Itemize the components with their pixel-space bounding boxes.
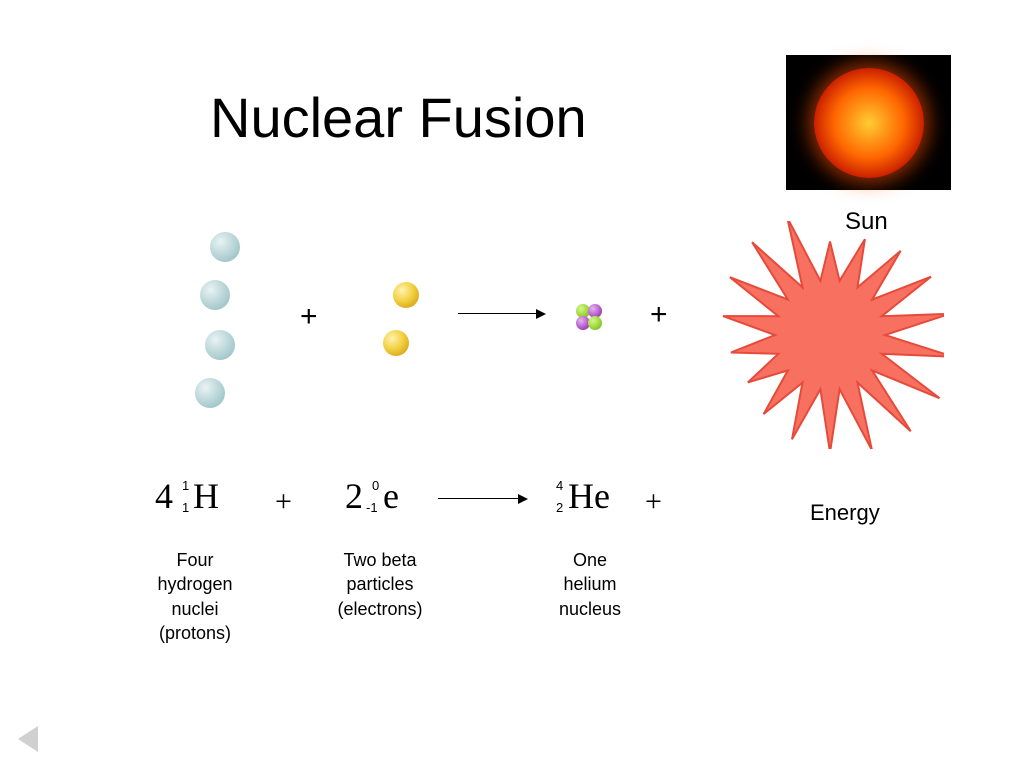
equation-superscript: 1 [182,478,189,493]
equation-subscript: 2 [556,500,563,515]
equation-symbol: e [383,475,399,517]
sun-disc-icon [814,68,924,178]
equation-plus-2: + [645,485,662,519]
caption: Two betaparticles(electrons) [310,548,450,621]
equation-plus-1: + [275,485,292,519]
equation-superscript: 4 [556,478,563,493]
energy-starburst-icon [716,221,944,449]
diagram-plus-2: + [650,298,668,332]
equation-symbol: He [568,475,610,517]
diagram-plus-1: + [300,300,318,334]
helium-subparticle [588,316,602,330]
proton-particle [205,330,235,360]
proton-particle [195,378,225,408]
equation-subscript: 1 [182,500,189,515]
electron-particle [383,330,409,356]
nav-back-button[interactable] [18,726,38,752]
energy-label: Energy [810,500,880,526]
equation-symbol: H [193,475,219,517]
equation-coefficient: 4 [155,475,173,517]
page-title: Nuclear Fusion [210,85,587,150]
proton-particle [210,232,240,262]
equation-superscript: 0 [372,478,379,493]
sun-image [786,55,951,190]
proton-particle [200,280,230,310]
caption: Fourhydrogennuclei(protons) [135,548,255,645]
electron-particle [393,282,419,308]
caption: Oneheliumnucleus [535,548,645,621]
equation-subscript: -1 [366,500,378,515]
equation-coefficient: 2 [345,475,363,517]
